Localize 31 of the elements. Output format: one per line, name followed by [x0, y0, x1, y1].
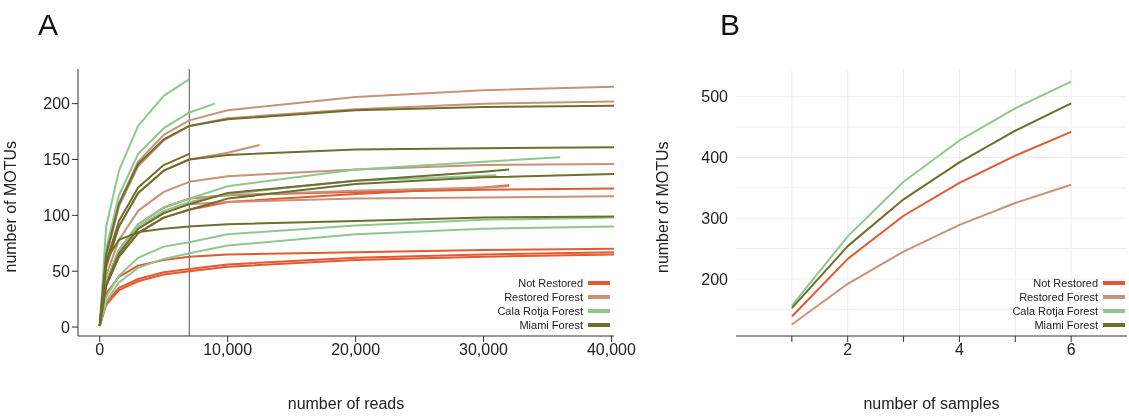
x-axis-title: number of reads — [287, 395, 405, 412]
x-tick-label: 40,000 — [586, 341, 637, 359]
y-tick-label: 0 — [61, 318, 71, 336]
y-tick-label: 400 — [701, 149, 729, 167]
y-tick-label: 200 — [43, 95, 71, 113]
x-tick-label: 6 — [1066, 341, 1076, 359]
x-tick-label: 20,000 — [331, 341, 381, 359]
x-tick-label: 0 — [95, 341, 105, 359]
x-tick-label: 10,000 — [203, 341, 253, 359]
legend-label: Not Restored — [518, 277, 583, 289]
legend-label: Restored Forest — [504, 291, 583, 303]
legend-label: Cala Rotja Forest — [497, 305, 583, 317]
y-tick-label: 300 — [701, 209, 729, 227]
x-tick-label: 2 — [843, 341, 853, 359]
y-tick-label: 150 — [43, 151, 71, 169]
y-tick-label: 200 — [701, 270, 729, 288]
legend-label: Cala Rotja Forest — [1012, 305, 1098, 317]
x-axis-title: number of samples — [863, 395, 1000, 412]
x-tick-label: 4 — [954, 341, 964, 359]
legend-label: Restored Forest — [1019, 291, 1098, 303]
y-tick-label: 50 — [52, 262, 71, 280]
y-axis-title: number of MOTUs — [653, 141, 671, 273]
legend-label: Not Restored — [1033, 277, 1098, 289]
chart-title: B — [720, 8, 741, 42]
y-axis-title: number of MOTUs — [1, 140, 19, 273]
y-tick-label: 500 — [701, 88, 729, 106]
y-tick-label: 100 — [43, 207, 71, 225]
chart-title: A — [38, 8, 59, 42]
legend-label: Miami Forest — [519, 319, 583, 331]
legend-label: Miami Forest — [1034, 319, 1098, 331]
x-tick-label: 30,000 — [459, 341, 509, 359]
